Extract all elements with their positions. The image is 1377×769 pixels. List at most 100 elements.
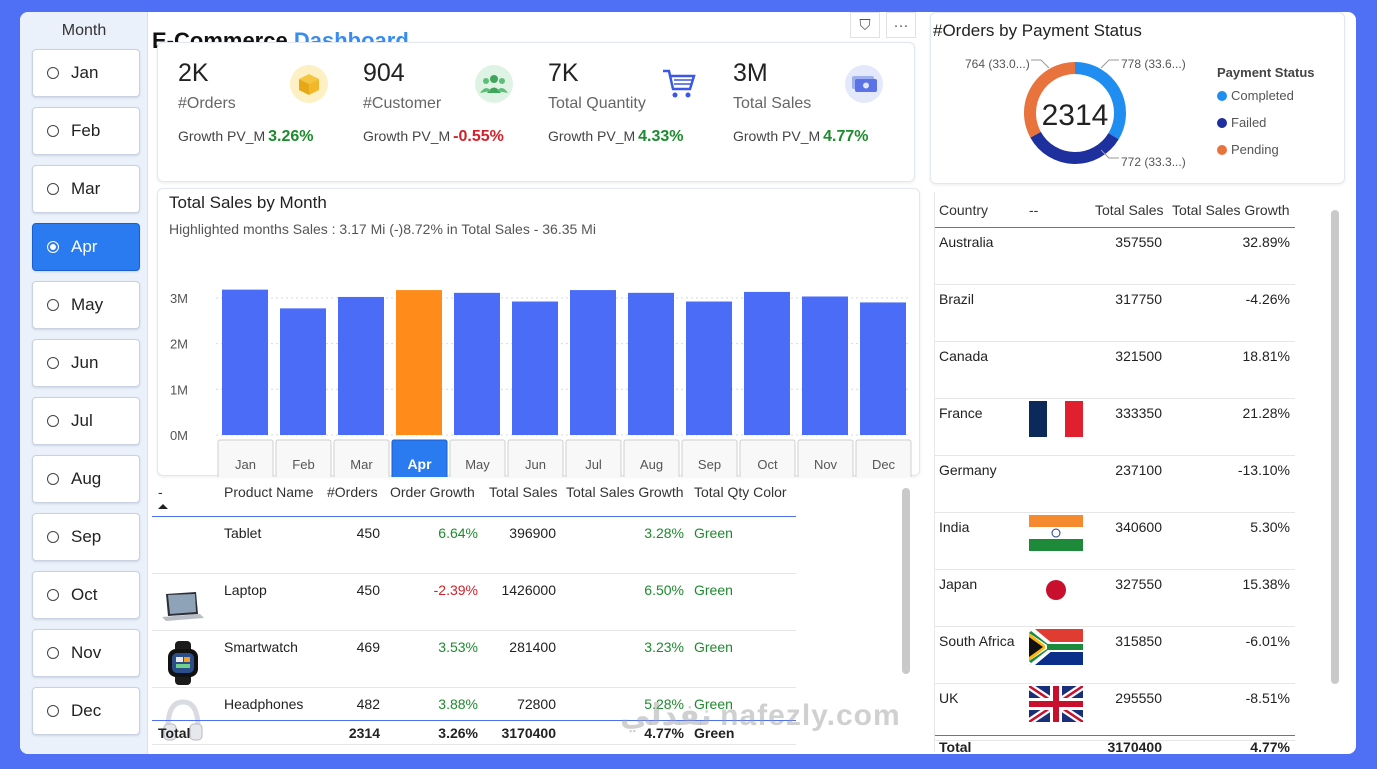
donut-slice-pending[interactable]	[1024, 62, 1076, 138]
month-label: Jun	[71, 353, 99, 372]
col-total-sales-growth[interactable]: Total Sales Growth	[1172, 202, 1290, 218]
kpi-growth-label: Growth PV_M	[178, 128, 266, 144]
failed-data-label: 772 (33.3...)	[1121, 155, 1186, 169]
bar-aug[interactable]	[628, 292, 674, 435]
donut-slice-completed[interactable]	[1074, 62, 1126, 140]
country-sales-growth: 18.81%	[1242, 348, 1290, 364]
x-tick-label: Nov	[814, 457, 838, 472]
col-total-qty-color[interactable]: Total Qty Color	[694, 484, 787, 500]
table-row[interactable]: France 333350 21.28%	[935, 399, 1295, 456]
col-country[interactable]: Country	[939, 202, 989, 218]
bar-feb[interactable]	[280, 308, 326, 435]
month-option-may[interactable]: May	[32, 281, 140, 329]
col-total-sales-growth[interactable]: Total Sales Growth	[566, 484, 684, 500]
bar-apr[interactable]	[396, 290, 442, 435]
x-category-button-nov[interactable]	[797, 439, 854, 477]
bar-mar[interactable]	[338, 296, 384, 435]
y-tick-label: 2M	[170, 337, 188, 352]
table-row[interactable]: Japan 327550 15.38%	[935, 570, 1295, 627]
country-name: India	[939, 519, 970, 535]
month-option-dec[interactable]: Dec	[32, 687, 140, 735]
x-category-button-aug[interactable]	[623, 439, 680, 477]
x-category-button-jul[interactable]	[565, 439, 622, 477]
x-category-button-apr[interactable]	[391, 439, 448, 477]
kpi-label: Total Sales	[733, 95, 812, 112]
x-category-button-oct[interactable]	[739, 439, 796, 477]
country-total-sales: 327550	[1115, 576, 1162, 592]
x-tick-label: Dec	[872, 457, 896, 472]
product-orders: 482	[356, 696, 380, 712]
bar-nov[interactable]	[802, 296, 848, 435]
more-options-icon[interactable]: ···	[886, 12, 916, 38]
country-name: Germany	[939, 462, 997, 478]
table-row[interactable]: Laptop 450 -2.39% 1426000 6.50% Green	[152, 574, 796, 631]
pending-leader-line	[1031, 59, 1050, 69]
month-label: Jan	[71, 63, 99, 82]
month-option-aug[interactable]: Aug	[32, 455, 140, 503]
bar-sep[interactable]	[686, 301, 732, 435]
table-row[interactable]: Germany 237100 -13.10%	[935, 456, 1295, 513]
month-option-oct[interactable]: Oct	[32, 571, 140, 619]
product-table-scrollbar[interactable]	[902, 488, 910, 674]
legend-completed[interactable]: Completed	[1217, 88, 1294, 103]
month-option-jan[interactable]: Jan	[32, 49, 140, 97]
bar-oct[interactable]	[744, 291, 790, 435]
cart-icon	[660, 65, 698, 103]
product-order-growth: -2.39%	[433, 582, 478, 598]
month-option-jun[interactable]: Jun	[32, 339, 140, 387]
table-row[interactable]: Canada 321500 18.81%	[935, 342, 1295, 399]
donut-chart: 2314	[1024, 59, 1126, 164]
col-order-growth[interactable]: Order Growth	[390, 484, 475, 500]
x-category-button-mar[interactable]	[333, 439, 390, 477]
bar-jun[interactable]	[512, 301, 558, 435]
sort-arrow-icon[interactable]	[158, 504, 168, 509]
donut-slice-failed[interactable]	[1030, 131, 1119, 164]
legend-pending[interactable]: Pending	[1217, 142, 1279, 157]
table-row[interactable]: Australia 357550 32.89%	[935, 228, 1295, 285]
col-total-sales[interactable]: Total Sales	[1095, 202, 1164, 218]
month-option-apr[interactable]: Apr	[32, 223, 140, 271]
country-sales-growth: -6.01%	[1245, 633, 1290, 649]
product-name: Laptop	[224, 582, 267, 598]
bar-may[interactable]	[454, 292, 500, 435]
table-row[interactable]: India 340600 5.30%	[935, 513, 1295, 570]
total-qty-color: Green	[694, 725, 735, 741]
col-product-name[interactable]: Product Name	[224, 484, 314, 500]
x-category-button-sep[interactable]	[681, 439, 738, 477]
x-category-button-jun[interactable]	[507, 439, 564, 477]
table-row[interactable]: Tablet 450 6.64% 396900 3.28% Green	[152, 517, 796, 574]
table-row[interactable]: UK 295550 -8.51%	[935, 684, 1295, 741]
table-row[interactable]: Headphones 482 3.88% 72800 5.28% Green	[152, 688, 796, 745]
sort-column-header[interactable]: -	[158, 484, 163, 500]
month-option-sep[interactable]: Sep	[32, 513, 140, 561]
x-category-button-may[interactable]	[449, 439, 506, 477]
col-total-sales[interactable]: Total Sales	[489, 484, 558, 500]
legend-label: Failed	[1231, 115, 1267, 130]
x-tick-label: Apr	[407, 456, 432, 472]
bar-jan[interactable]	[222, 289, 268, 435]
table-row[interactable]: Smartwatch 469 3.53% 281400 3.23% Green	[152, 631, 796, 688]
legend-failed[interactable]: Failed	[1217, 115, 1266, 130]
x-category-button-jan[interactable]	[217, 439, 274, 477]
month-label: Nov	[71, 643, 102, 662]
bar-jul[interactable]	[570, 290, 616, 435]
month-option-nov[interactable]: Nov	[32, 629, 140, 677]
month-option-feb[interactable]: Feb	[32, 107, 140, 155]
japan-flag	[1029, 572, 1083, 608]
table-row[interactable]: South Africa 315850 -6.01%	[935, 627, 1295, 684]
month-option-mar[interactable]: Mar	[32, 165, 140, 213]
table-row[interactable]: Brazil 317750 -4.26%	[935, 285, 1295, 342]
y-tick-label: 3M	[170, 291, 188, 306]
col-flag[interactable]: --	[1029, 202, 1039, 218]
header-divider	[152, 516, 796, 517]
bar-dec[interactable]	[860, 302, 906, 435]
x-category-button-dec[interactable]	[855, 439, 912, 477]
month-option-jul[interactable]: Jul	[32, 397, 140, 445]
sales-by-month-card: 3M 2M 1M 0M Jan Feb Mar Apr May Jun Jul Aug Sep Oct No…	[157, 188, 920, 477]
col-orders[interactable]: #Orders	[327, 484, 378, 500]
country-total-sales: 321500	[1115, 348, 1162, 364]
x-category-button-feb[interactable]	[275, 439, 332, 477]
filter-icon[interactable]: ⛉	[850, 12, 880, 38]
country-table-scrollbar[interactable]	[1331, 210, 1339, 684]
product-name: Tablet	[224, 525, 262, 541]
